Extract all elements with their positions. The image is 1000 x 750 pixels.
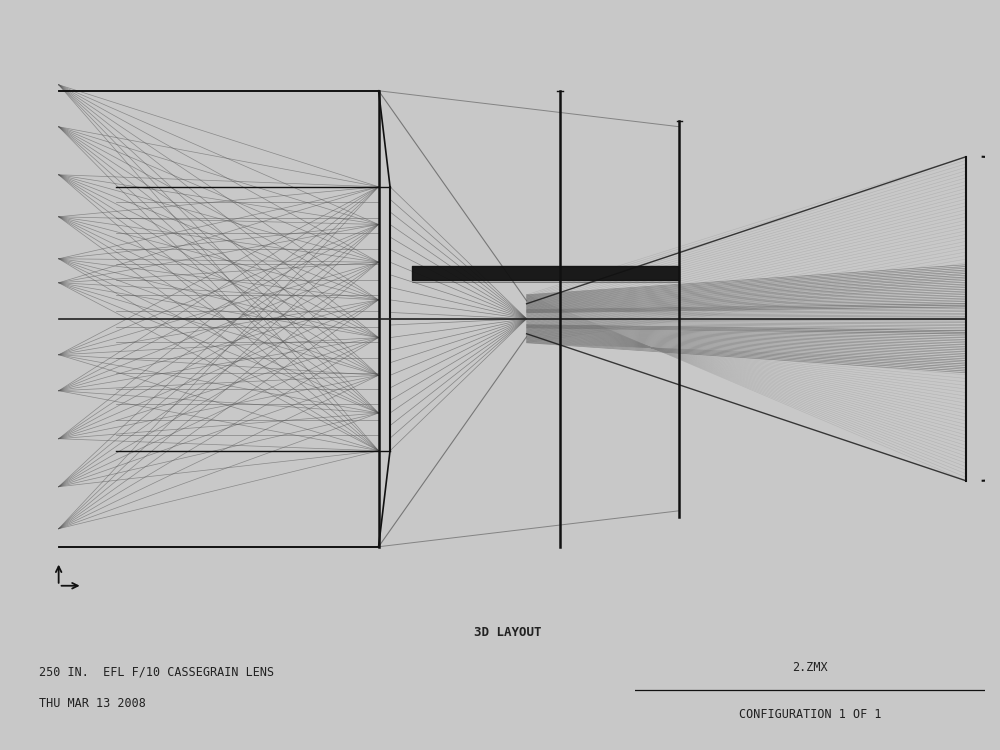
Text: 3D LAYOUT: 3D LAYOUT [474,626,541,639]
Text: THU MAR 13 2008: THU MAR 13 2008 [39,697,146,710]
Text: 2.ZMX: 2.ZMX [792,661,828,674]
Text: CONFIGURATION 1 OF 1: CONFIGURATION 1 OF 1 [739,708,881,721]
Text: 250 IN.  EFL F/10 CASSEGRAIN LENS: 250 IN. EFL F/10 CASSEGRAIN LENS [39,665,274,678]
